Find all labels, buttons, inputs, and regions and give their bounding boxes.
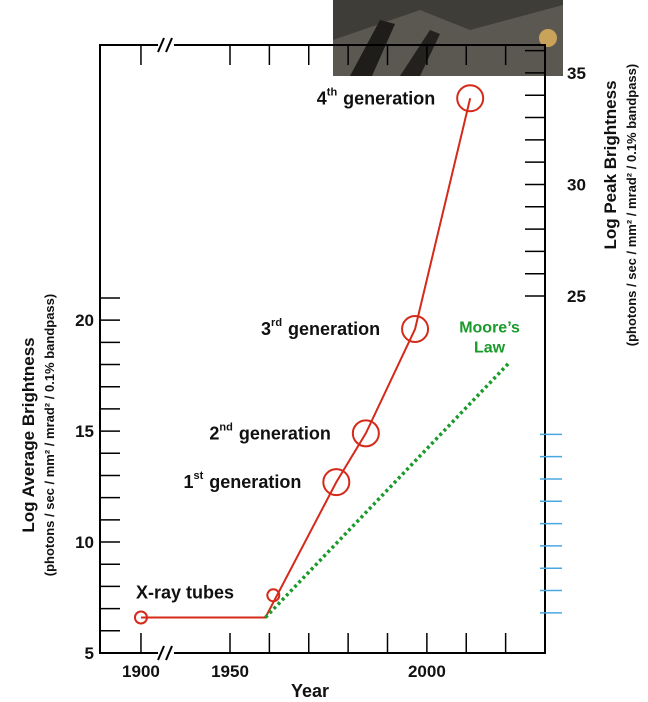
point-label: 4th generation [317, 86, 435, 108]
x-tick-label: 2000 [408, 662, 446, 681]
y-axis-units: (photons / sec / mm² / mrad² / 0.1% band… [42, 294, 57, 576]
point [322, 468, 351, 497]
trend-label: Moore’s [459, 319, 520, 336]
axis-break [157, 37, 174, 661]
y2-tick-label: 30 [567, 175, 586, 194]
label-text: generation [288, 319, 380, 339]
series-line [140, 98, 472, 619]
x-tick-label: 1950 [211, 662, 249, 681]
ordinal-suffix: rd [271, 317, 282, 329]
y-tick-label: 10 [75, 533, 94, 552]
point [266, 588, 281, 603]
y-tick-label: 15 [75, 422, 94, 441]
x-tick-label: 1900 [122, 662, 160, 681]
plot-frame [99, 44, 546, 654]
ordinal: 1 [184, 472, 194, 492]
point [401, 315, 430, 344]
point [133, 610, 148, 625]
x-axis-title: Year [291, 681, 329, 701]
trend-label: Law [474, 339, 506, 356]
point-label: 1st generation [184, 470, 302, 492]
ordinal: 2 [209, 423, 219, 443]
y2-axis-title: Log Peak Brightness [601, 80, 620, 249]
y-tick-label: 5 [85, 644, 94, 663]
trend-line [264, 361, 511, 619]
photo [333, 0, 563, 76]
point-label: 3rd generation [261, 317, 380, 339]
point-label: 2nd generation [209, 421, 330, 443]
point [456, 84, 485, 113]
y2-tick-label: 25 [567, 287, 586, 306]
ordinal-suffix: st [194, 470, 204, 482]
ordinal: 3 [261, 319, 271, 339]
y2-axis-units: (photons / sec / mm² / mrad² / 0.1% band… [624, 64, 639, 346]
ordinal-suffix: th [327, 86, 338, 98]
point [351, 419, 380, 448]
y2-tick-label: 35 [567, 64, 586, 83]
ordinal-suffix: nd [219, 421, 232, 433]
label-text: generation [209, 472, 301, 492]
y-tick-label: 20 [75, 311, 94, 330]
ordinal: 4 [317, 88, 327, 108]
y-axis-title: Log Average Brightness [19, 337, 38, 532]
label-text: generation [343, 88, 435, 108]
label-text: generation [239, 423, 331, 443]
point-label: X-ray tubes [136, 582, 234, 602]
